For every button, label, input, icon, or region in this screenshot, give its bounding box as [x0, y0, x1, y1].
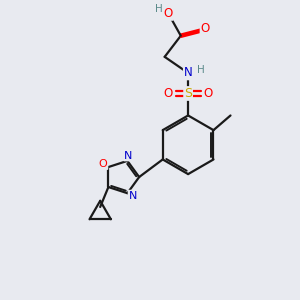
- Text: N: N: [184, 67, 193, 80]
- Text: O: O: [200, 22, 210, 35]
- Text: O: O: [203, 87, 213, 100]
- Text: H: H: [196, 65, 204, 75]
- Text: O: O: [99, 159, 107, 169]
- Text: H: H: [154, 4, 162, 14]
- Text: N: N: [128, 190, 137, 200]
- Text: O: O: [164, 87, 173, 100]
- Text: N: N: [124, 151, 133, 160]
- Text: O: O: [164, 7, 173, 20]
- Text: S: S: [184, 87, 192, 100]
